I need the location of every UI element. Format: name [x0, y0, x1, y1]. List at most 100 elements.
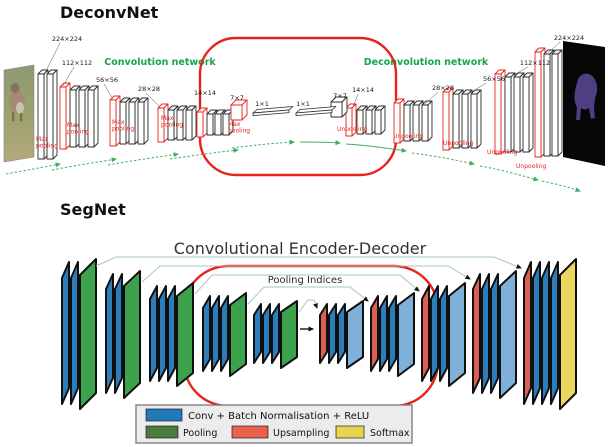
conv-bn-relu-layer — [550, 261, 559, 405]
slab-front — [452, 93, 460, 149]
slab-side — [557, 49, 563, 157]
slab-front — [494, 73, 502, 155]
pooling-indices-line — [298, 299, 318, 313]
slab-front — [196, 111, 204, 138]
slab-front — [46, 73, 54, 160]
legend-pooling-swatch — [145, 425, 179, 439]
size-label: 56×56 — [483, 75, 505, 83]
unpooling-label: Unpooling — [337, 126, 367, 133]
pooling-indices-line — [247, 286, 369, 305]
slab-front — [37, 73, 45, 160]
unpooling-label: Unpooling — [516, 163, 546, 170]
conv-bn-relu-layer — [70, 261, 79, 405]
slab-front — [461, 93, 469, 149]
size-label: 1×1 — [296, 100, 310, 108]
size-label: 1×1 — [255, 100, 269, 108]
legend-pooling-label: Pooling — [183, 428, 217, 439]
legend-softmax-swatch — [335, 425, 365, 439]
max-pooling-label: pooling — [67, 128, 89, 135]
max-pooling-label: pooling — [112, 125, 134, 132]
conv-bn-relu-layer — [379, 295, 388, 372]
max-pooling-label: Max — [36, 136, 49, 143]
label-connector — [199, 96, 202, 112]
slab-side — [427, 100, 433, 142]
slab-front — [87, 89, 95, 148]
unpool-layer — [393, 98, 405, 144]
conv-bn-relu-layer — [61, 261, 70, 405]
conv-layer — [137, 97, 149, 145]
slab-front — [176, 109, 184, 141]
conv-bn-relu-layer — [490, 273, 499, 394]
size-label: 56×56 — [96, 76, 118, 84]
flow-arrow — [411, 152, 475, 166]
slab-front — [522, 76, 530, 153]
conv-layer — [87, 85, 99, 148]
max-pool-layer — [109, 95, 121, 147]
deconv-layer — [551, 49, 563, 157]
max-pool-layer — [196, 107, 208, 138]
label-connector — [547, 41, 561, 54]
slab-front — [412, 104, 420, 142]
label-connector — [103, 83, 114, 100]
cow-patch — [16, 102, 24, 114]
slab-front — [504, 76, 512, 153]
size-label: 7×7 — [333, 92, 347, 100]
convolution-network-label: Convolution network — [104, 57, 216, 68]
conv-bn-relu-layer — [499, 270, 517, 399]
slab-front — [230, 104, 243, 121]
softmax-layer — [559, 258, 577, 410]
conv-bn-relu-layer — [167, 285, 176, 382]
deconvnet-diagram: Convolution network Deconvolution networ… — [3, 34, 605, 192]
legend: Conv + Batch Normalisation + ReLU Poolin… — [135, 404, 413, 444]
output-segmentation-image — [563, 41, 605, 166]
deconv-layer — [421, 100, 433, 142]
conv-bn-relu-layer — [541, 261, 550, 405]
flow-arrow — [5, 162, 61, 175]
slab-front — [365, 109, 373, 135]
size-label: 112×112 — [62, 59, 92, 67]
flow-arrow — [299, 140, 341, 146]
max-pool-layer — [59, 82, 71, 150]
slab-front — [442, 91, 450, 151]
unpooling-label: Unpooling — [443, 140, 473, 147]
legend-conv-swatch — [145, 408, 183, 422]
label-connector — [62, 66, 75, 87]
conv-bn-relu-layer — [253, 303, 262, 364]
deconvnet-title: DeconvNet — [60, 3, 159, 22]
upsampling-layer — [370, 295, 379, 372]
slab-front — [185, 109, 193, 141]
slab-front — [167, 109, 175, 141]
slab-front — [128, 101, 136, 145]
fc-layer — [252, 109, 290, 116]
slab-front — [374, 109, 382, 135]
max-pooling-label: Max — [228, 121, 241, 128]
conv-bn-relu-layer — [158, 285, 167, 382]
label-connector — [145, 92, 161, 108]
legend-conv-label: Conv + Batch Normalisation + ReLU — [188, 411, 369, 422]
flow-arrow — [345, 143, 407, 153]
upsampling-layer — [421, 285, 430, 382]
deconv-layer — [365, 105, 377, 135]
max-pooling-label: Max — [67, 122, 80, 129]
size-label: 224×224 — [554, 34, 584, 42]
conv-bn-relu-layer — [149, 285, 158, 382]
size-label: 7×7 — [230, 94, 244, 102]
cow-segment-mask — [574, 73, 598, 120]
slab-front — [214, 113, 222, 136]
slab-front — [206, 113, 214, 136]
pooling-indices-line — [141, 265, 471, 283]
slab-side — [93, 85, 99, 148]
slab-front — [551, 53, 559, 157]
deconv-layer — [470, 89, 482, 149]
deconv-layer — [522, 72, 534, 153]
slab-front — [534, 51, 542, 158]
encoder-decoder-heading: Convolutional Encoder-Decoder — [174, 242, 427, 258]
flow-arrow — [479, 165, 539, 182]
conv-bn-relu-layer — [439, 285, 448, 382]
label-connector — [424, 91, 439, 105]
cow-leg — [12, 112, 15, 121]
segnet-diagram: Convolutional Encoder-Decoder Pooling In… — [61, 242, 577, 444]
deconv-layer — [374, 105, 386, 135]
size-label: 112×112 — [520, 59, 550, 67]
